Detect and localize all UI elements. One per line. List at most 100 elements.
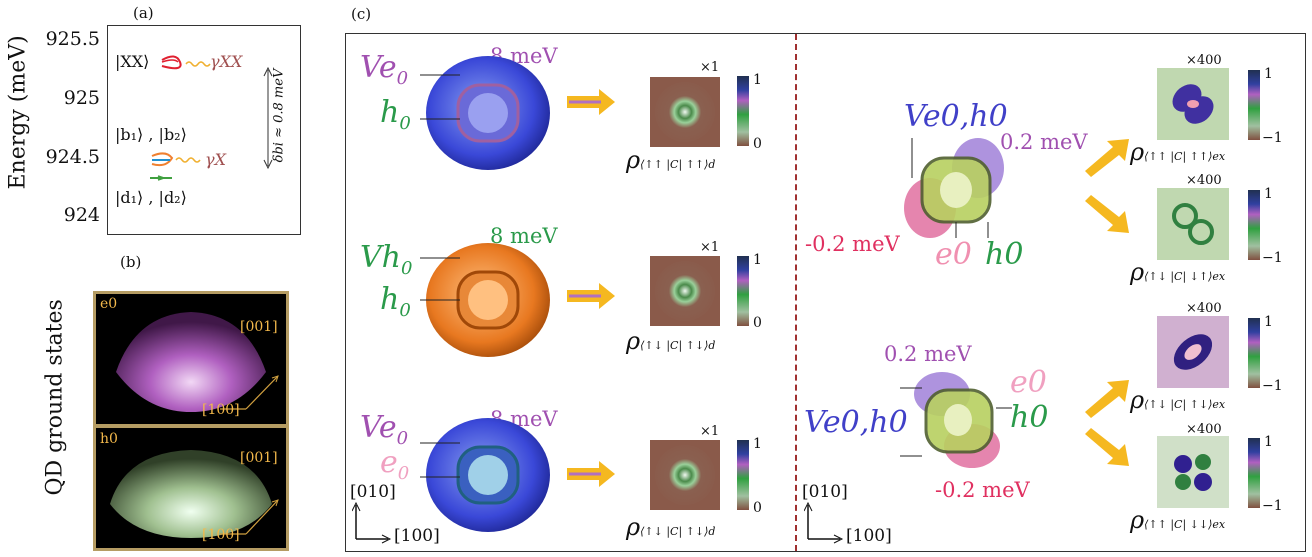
right-arrow-1 <box>1085 139 1129 177</box>
dark-states-label: |d₁⟩ , |d₂⟩ <box>115 188 187 207</box>
row1-rho-label: ρ⟨↑↑ |C| ↑↑⟩d <box>626 146 716 174</box>
axis-right-arrows <box>804 501 844 544</box>
row2-isosurface <box>420 243 550 357</box>
right-top-neg-energy: -0.2 meV <box>805 232 900 256</box>
row3-cb-min: 0 <box>753 500 762 516</box>
h0-label: h0 <box>100 431 118 447</box>
right-bottom-h-label: h0 <box>1010 400 1049 435</box>
row1-top-label: Ve0 <box>360 50 409 89</box>
row2-mult: ×1 <box>700 240 720 255</box>
e0-dir-001: [001] <box>240 319 278 335</box>
right-map-4 <box>1157 436 1229 508</box>
right-top-e-label: e0 <box>935 237 972 272</box>
right-colorbar-1 <box>1248 70 1260 140</box>
row2-cb-max: 1 <box>753 252 762 268</box>
right-rho-3: ρ⟨↑↓ |C| ↑↓⟩ex <box>1130 386 1226 414</box>
row3-colorbar <box>737 440 749 510</box>
right-colorbar-3 <box>1248 318 1260 388</box>
h0-dir-001: [001] <box>240 450 278 466</box>
row1-mult: ×1 <box>700 60 720 75</box>
bright-states-label: |b₁⟩ , |b₂⟩ <box>115 125 187 144</box>
right-mult-2: ×400 <box>1186 173 1222 188</box>
row2-rho-label: ρ⟨↑↓ |C| ↑↓⟩d <box>626 327 716 355</box>
row3-cb-max: 1 <box>753 436 762 452</box>
axis-left-y: [010] <box>350 482 396 502</box>
ytick-925: 925 <box>63 87 100 109</box>
right-arrow-4 <box>1085 428 1129 466</box>
xx-state-label: |XX⟩ <box>115 52 150 71</box>
row1-density-map <box>650 77 720 147</box>
panel-a-label: (a) <box>133 4 154 22</box>
row1-colorbar <box>737 76 749 146</box>
row3-density-map <box>650 440 720 510</box>
row1-cb-max: 1 <box>753 72 762 88</box>
row1-isosurface <box>420 56 550 170</box>
right-cb4-max: 1 <box>1264 434 1273 450</box>
row2-density-map <box>650 256 720 326</box>
ytick-924-5: 924.5 <box>45 146 100 168</box>
row3-top-label: Ve0 <box>360 410 409 449</box>
right-top-top-label: Ve0,h0 <box>904 99 1008 134</box>
right-bottom-pos-energy: 0.2 meV <box>884 342 972 366</box>
energy-level-box <box>107 25 301 235</box>
right-map-2 <box>1157 188 1229 260</box>
right-cb3-max: 1 <box>1264 314 1273 330</box>
right-map-3 <box>1157 316 1229 388</box>
axis-left-arrows <box>352 501 392 544</box>
delta-bi-label: δbi ≈ 0.8 meV <box>271 68 287 163</box>
panel-c-divider <box>795 34 797 551</box>
right-cb1-max: 1 <box>1264 66 1273 82</box>
ytick-924: 924 <box>63 204 100 226</box>
row3-mult: ×1 <box>700 424 720 439</box>
e0-label: e0 <box>100 296 118 312</box>
right-cb2-min: −1 <box>1262 250 1283 266</box>
right-cb4-min: −1 <box>1262 498 1283 514</box>
row1-bottom-label: h0 <box>380 95 411 134</box>
row1-arrow <box>567 89 615 115</box>
right-cb1-min: −1 <box>1262 130 1283 146</box>
right-colorbar-2 <box>1248 190 1260 260</box>
energy-axis-label: Energy (meV) <box>5 35 31 190</box>
right-rho-2: ρ⟨↑↓ |C| ↓↑⟩ex <box>1130 258 1226 286</box>
gamma-xx-label: γXX <box>210 52 243 71</box>
right-mult-3: ×400 <box>1186 301 1222 316</box>
right-rho-4: ρ⟨↑↑ |C| ↓↓⟩ex <box>1130 506 1226 534</box>
row2-top-label: Vh0 <box>360 240 413 279</box>
right-top-isosurface <box>904 138 1004 238</box>
panel-b-label: (b) <box>120 253 142 271</box>
axis-right-y: [010] <box>802 482 848 502</box>
axis-left-x: [100] <box>394 526 440 546</box>
right-bottom-neg-energy: -0.2 meV <box>935 478 1030 502</box>
row3-bottom-label: e0 <box>380 445 410 484</box>
right-cb3-min: −1 <box>1262 378 1283 394</box>
right-top-pos-energy: 0.2 meV <box>1000 130 1088 154</box>
e0-wavefunction-image <box>93 291 289 427</box>
right-mult-4: ×400 <box>1186 422 1222 437</box>
panel-c-label: (c) <box>351 5 372 23</box>
row2-cb-min: 0 <box>753 315 762 331</box>
right-bottom-e-label: e0 <box>1010 365 1047 400</box>
right-bottom-isosurface <box>900 372 1012 468</box>
right-mult-1: ×400 <box>1186 53 1222 68</box>
panel-c-frame <box>345 33 1306 552</box>
right-cb2-max: 1 <box>1264 186 1273 202</box>
row1-cb-min: 0 <box>753 136 762 152</box>
row3-isosurface <box>420 418 550 532</box>
row2-colorbar <box>737 256 749 326</box>
qd-ground-states-label: QD ground states <box>42 299 68 496</box>
row2-energy: 8 meV <box>490 224 558 248</box>
h0-dir-100: [100] <box>202 527 240 543</box>
row2-arrow <box>567 283 615 309</box>
axis-right-x: [100] <box>846 526 892 546</box>
right-colorbar-4 <box>1248 438 1260 508</box>
right-arrow-2 <box>1085 195 1129 233</box>
right-rho-1: ρ⟨↑↑ |C| ↑↑⟩ex <box>1130 138 1226 166</box>
right-map-1 <box>1157 68 1229 140</box>
ytick-925-5: 925.5 <box>45 28 100 50</box>
row3-arrow <box>567 461 615 487</box>
row2-bottom-label: h0 <box>380 282 411 321</box>
right-arrow-3 <box>1085 380 1129 418</box>
h0-wavefunction-image <box>93 425 289 551</box>
right-bottom-left-label: Ve0,h0 <box>804 405 908 440</box>
right-top-h-label: h0 <box>985 237 1024 272</box>
